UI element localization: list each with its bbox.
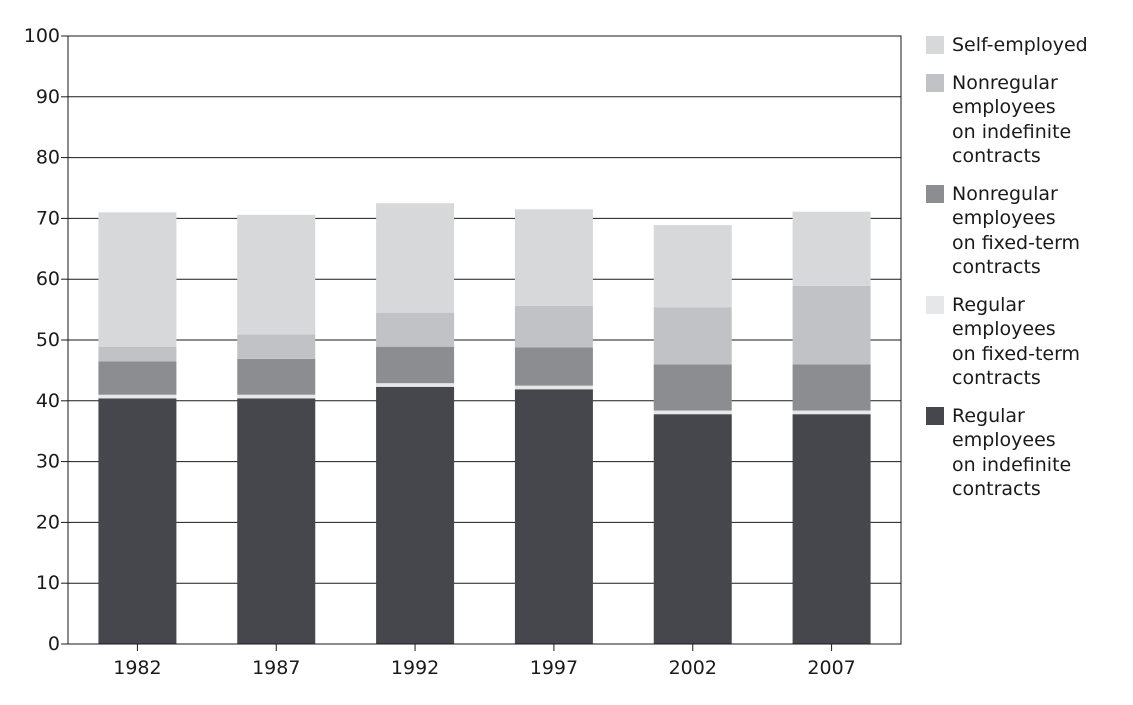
bar-segment — [98, 398, 177, 644]
x-tick-label: 2007 — [807, 657, 855, 679]
bar-segment — [376, 386, 455, 644]
legend-label: Nonregular employees on fixed-term contr… — [952, 182, 1081, 279]
bar-segment — [98, 212, 177, 347]
bar-segment — [792, 414, 871, 644]
y-tick-label: 20 — [36, 511, 60, 533]
y-tick-label: 100 — [24, 25, 60, 47]
legend-item: Nonregular employees on indefinite contr… — [926, 71, 1126, 169]
y-tick-label: 40 — [36, 390, 60, 412]
bar-segment — [514, 347, 593, 386]
bar-segment — [653, 225, 732, 308]
x-tick-label: 1997 — [530, 657, 578, 679]
x-tick-label: 2002 — [669, 657, 717, 679]
bar-segment — [653, 364, 732, 411]
bar-segment — [376, 312, 455, 347]
bar-segment — [237, 358, 316, 395]
bar-segment — [792, 211, 871, 286]
legend-label: Nonregular employees on indefinite contr… — [952, 71, 1072, 168]
bar-segment — [376, 383, 455, 387]
bar-segment — [792, 285, 871, 365]
y-tick-label: 70 — [36, 207, 60, 229]
legend-swatch — [926, 406, 944, 425]
legend-label: Regular employees on fixed-term contract… — [952, 293, 1081, 390]
x-tick-label: 1982 — [113, 657, 161, 679]
x-tick-label: 1987 — [252, 657, 300, 679]
legend-label: Self-employed — [952, 34, 1088, 56]
bars — [98, 203, 871, 644]
axes: 0 10 20 30 40 50 60 70 80 90 100 1982 1987 1992 1997 20… — [24, 25, 902, 679]
bar-segment — [376, 203, 455, 313]
bar-segment — [98, 361, 177, 395]
bar-segment — [514, 305, 593, 348]
bar-segment — [792, 364, 871, 411]
gridlines — [68, 35, 901, 645]
y-tick-label: 10 — [36, 572, 60, 594]
y-tick-label: 90 — [36, 86, 60, 108]
bar-segment — [792, 410, 871, 415]
bar-segment — [237, 334, 316, 359]
bar-segment — [514, 385, 593, 390]
bar-segment — [98, 346, 177, 362]
y-tick-label: 30 — [36, 451, 60, 473]
legend-item: Regular employees on indefinite contract… — [926, 404, 1126, 502]
legend-swatch — [926, 184, 944, 203]
y-tick-label: 80 — [36, 147, 60, 169]
bar-segment — [653, 414, 732, 644]
bar-segment — [237, 394, 316, 399]
legend-item: Regular employees on fixed-term contract… — [926, 293, 1126, 391]
legend-label: Regular employees on indefinite contract… — [952, 404, 1072, 501]
plot-frame — [67, 35, 902, 645]
bar-segment — [376, 346, 455, 384]
bar-segment — [514, 389, 593, 644]
legend-swatch — [926, 295, 944, 314]
bar-segment — [653, 410, 732, 415]
legend: Self-employed Nonregular employees on ind… — [926, 33, 1126, 515]
y-tick-label: 60 — [36, 268, 60, 290]
bar-segment — [514, 209, 593, 306]
bar-segment — [653, 307, 732, 365]
y-tick-label: 50 — [36, 329, 60, 351]
legend-item: Nonregular employees on fixed-term contr… — [926, 182, 1126, 280]
legend-item: Self-employed — [926, 33, 1126, 58]
x-tick-label: 1992 — [391, 657, 439, 679]
bar-segment — [237, 398, 316, 644]
bar-segment — [98, 394, 177, 399]
legend-swatch — [926, 36, 944, 54]
legend-swatch — [926, 73, 944, 92]
bar-segment — [237, 214, 316, 335]
y-tick-label: 0 — [48, 633, 60, 655]
